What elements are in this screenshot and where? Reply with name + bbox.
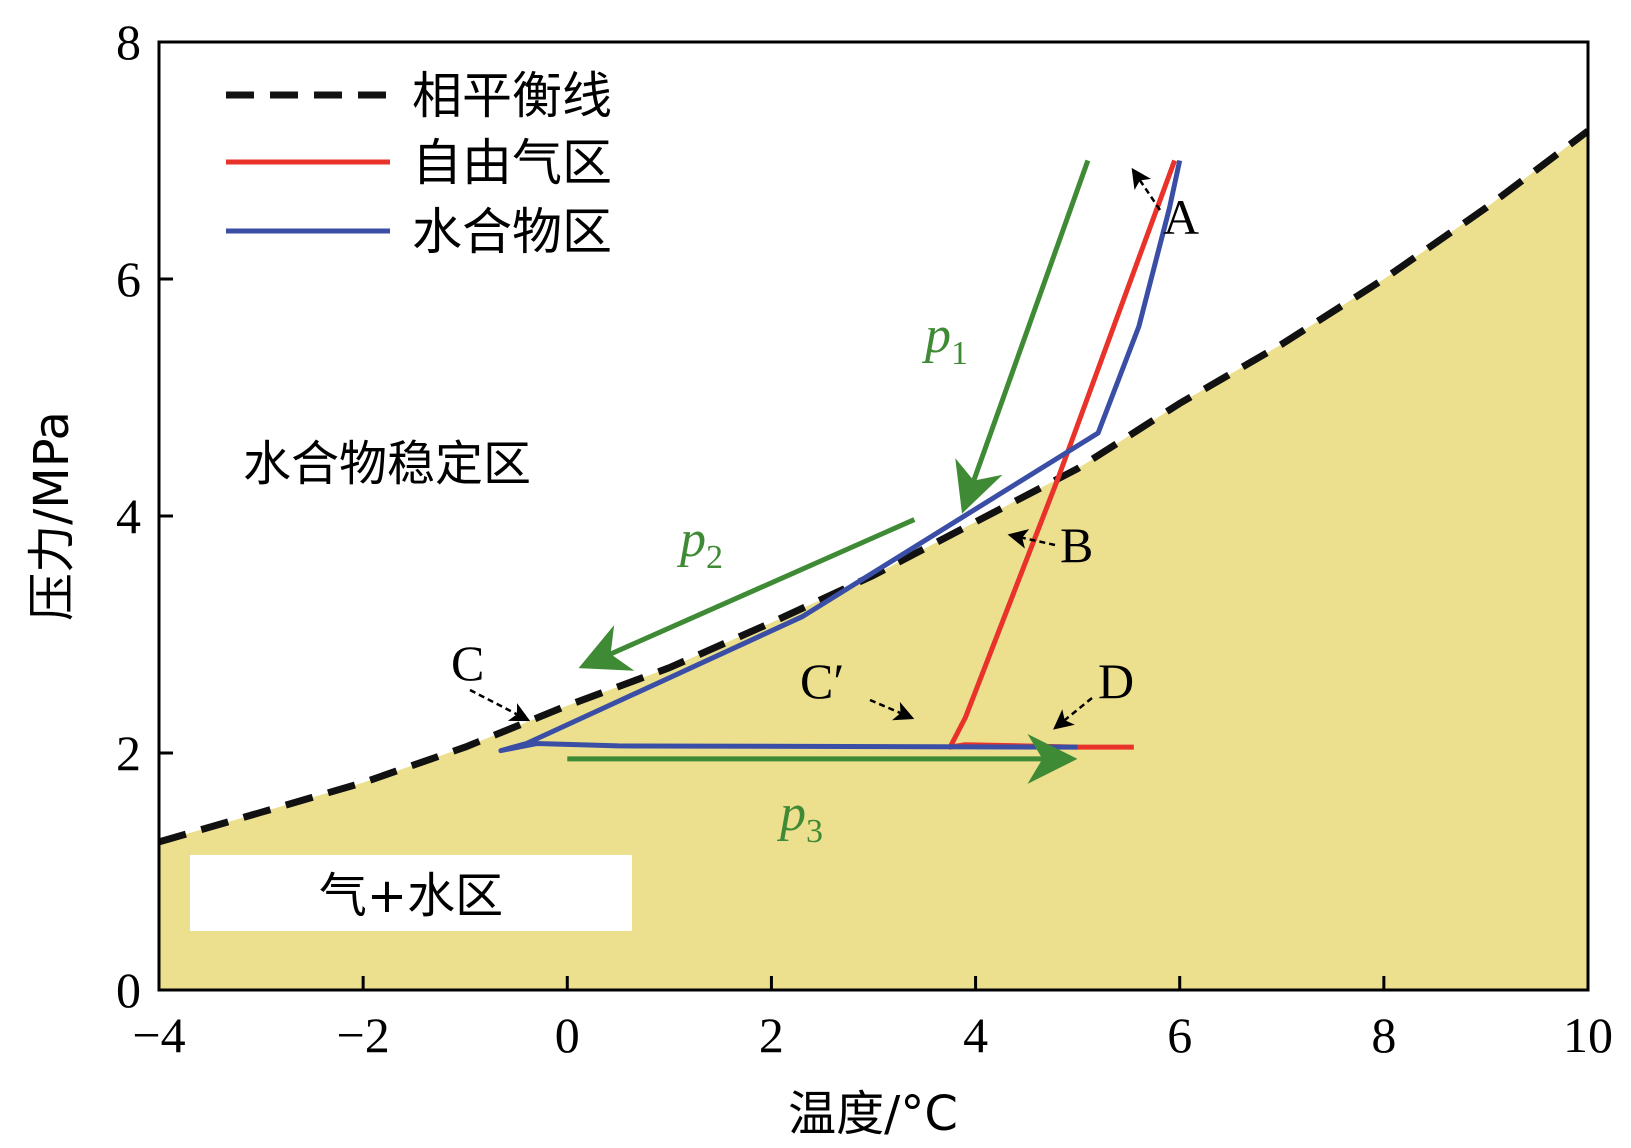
y-tick-label: 2 [116, 725, 141, 781]
point-c-label: C [451, 635, 484, 691]
x-tick-label: 6 [1167, 1007, 1192, 1063]
hydrate-line [498, 159, 1183, 754]
x-axis-title: 温度/°C [788, 1086, 958, 1142]
pointer-d [1053, 697, 1093, 730]
x-tick-label: 8 [1371, 1007, 1396, 1063]
x-tick-label: 0 [555, 1007, 580, 1063]
pointer-b [1007, 529, 1056, 549]
pointer-c [469, 688, 531, 722]
gas-water-region-fill [159, 130, 1588, 990]
p2-arrow-label: p2 [676, 511, 723, 576]
point-labels: A B C C′ D [451, 167, 1199, 730]
p3-arrow-label: p3 [776, 785, 823, 850]
gas-water-region-label: 气+水区 [319, 868, 503, 924]
x-tick-label: −2 [337, 1007, 390, 1063]
legend-free-gas-label: 自由气区 [412, 134, 612, 192]
y-tick-label: 8 [116, 14, 141, 70]
y-axis-title: 压力/MPa [24, 411, 80, 621]
hydrate-stable-region-label: 水合物稳定区 [243, 436, 531, 492]
series-layer [159, 128, 1588, 846]
y-tick-label: 6 [116, 251, 141, 307]
point-d-label: D [1098, 653, 1134, 709]
axis-ticks: −4 −2 0 2 4 6 8 10 0 2 4 6 8 [116, 14, 1613, 1063]
x-tick-label: −4 [132, 1007, 185, 1063]
x-tick-label: 4 [963, 1007, 988, 1063]
point-c-prime-label: C′ [800, 653, 844, 709]
y-tick-label: 4 [116, 488, 141, 544]
pointer-c-prime [869, 698, 915, 721]
process-arrows: p1 p2 p3 [567, 159, 1091, 850]
pointer-a [1131, 167, 1162, 211]
p1-arrow-label: p1 [921, 307, 968, 372]
legend-hydrate-label: 水合物区 [412, 203, 612, 261]
x-tick-label: 10 [1563, 1007, 1613, 1063]
p1-arrow [955, 159, 1091, 514]
x-tick-label: 2 [759, 1007, 784, 1063]
gas-water-region-label-box [190, 855, 632, 931]
y-tick-label: 0 [116, 962, 141, 1018]
legend-equilibrium-label: 相平衡线 [412, 67, 612, 125]
p2-arrow [578, 517, 916, 671]
point-b-label: B [1060, 517, 1093, 573]
point-a-label: A [1163, 189, 1199, 245]
